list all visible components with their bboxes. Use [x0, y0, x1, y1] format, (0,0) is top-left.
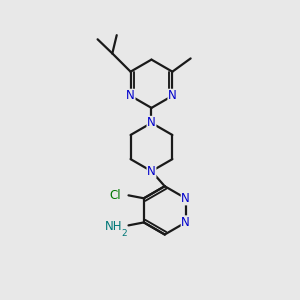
- Text: N: N: [126, 89, 135, 102]
- Text: N: N: [147, 116, 156, 129]
- Text: N: N: [181, 216, 190, 229]
- Text: 2: 2: [121, 229, 127, 238]
- Text: N: N: [147, 165, 156, 178]
- Text: N: N: [168, 89, 177, 102]
- Text: Cl: Cl: [109, 189, 121, 202]
- Text: N: N: [181, 192, 190, 205]
- Text: NH: NH: [105, 220, 123, 233]
